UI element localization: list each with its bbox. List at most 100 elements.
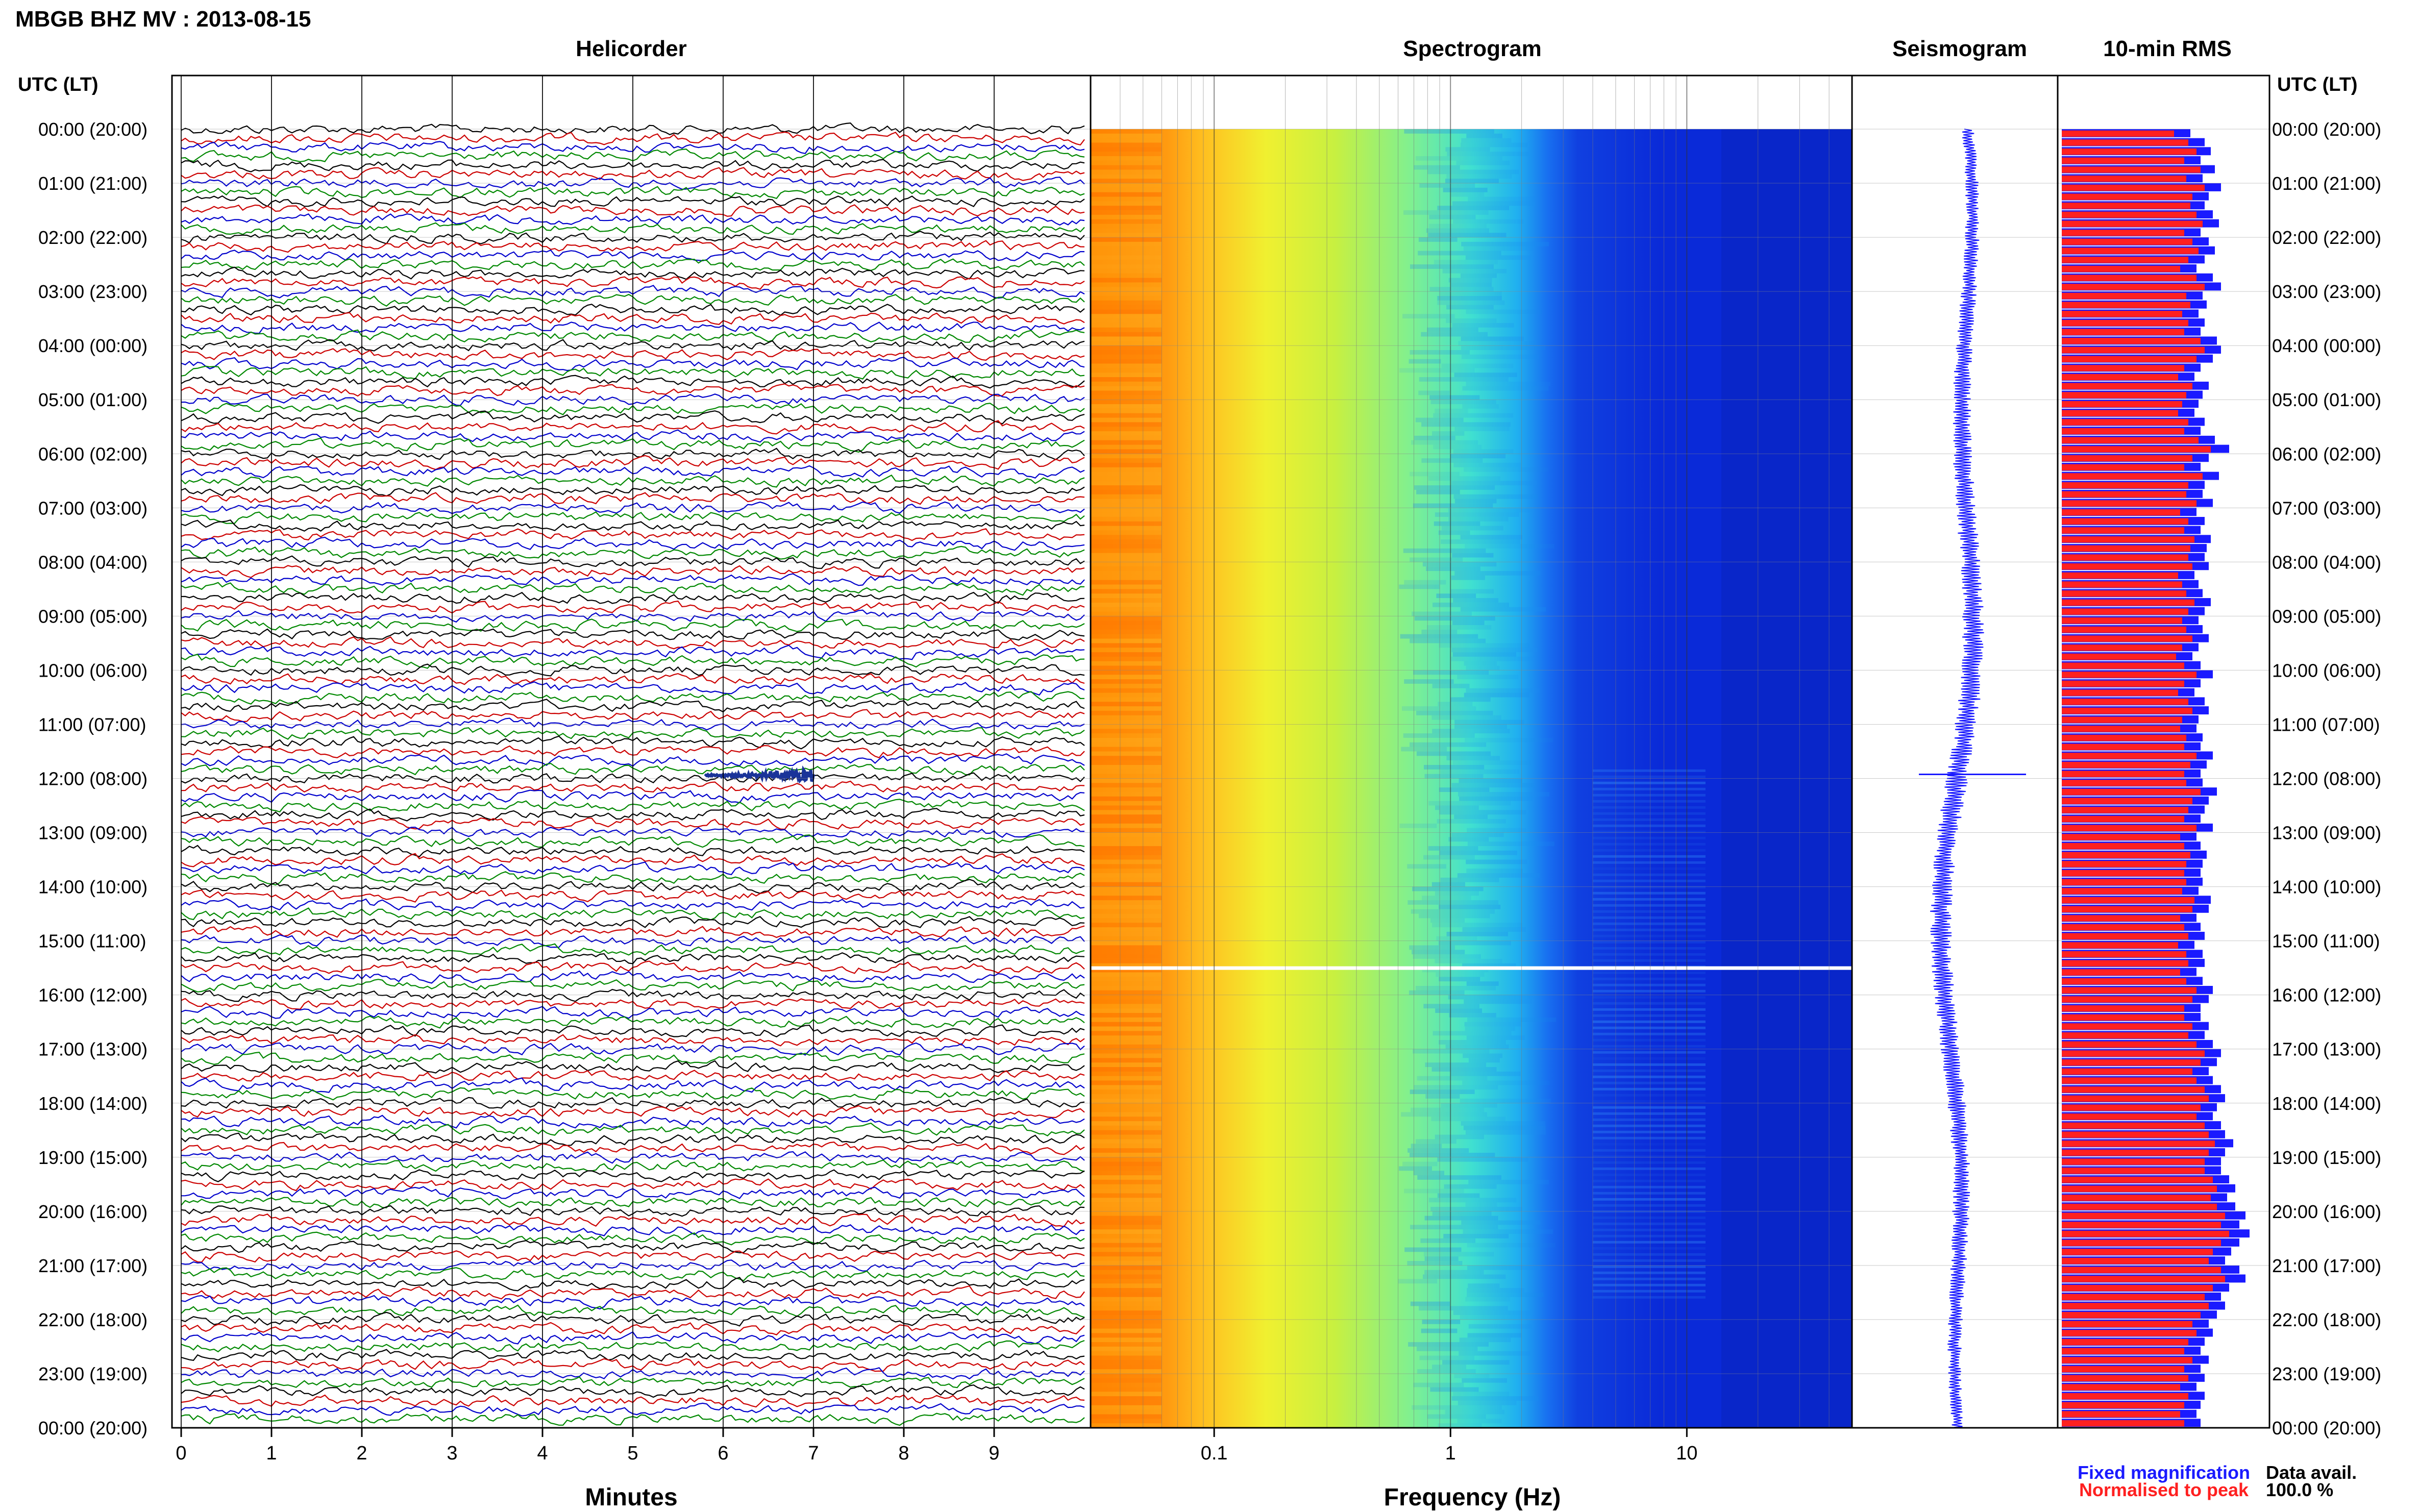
spectrogram-lowfreq-band — [1091, 165, 1162, 170]
spectrogram-speckle — [1440, 877, 1499, 882]
spectrogram-lowfreq-band — [1091, 968, 1162, 973]
spectrogram-lowfreq-band — [1091, 1279, 1162, 1284]
spectrogram-speckle — [1468, 1283, 1500, 1288]
spectrogram-noise-streak — [1593, 1094, 1706, 1097]
spectrogram-lowfreq-band — [1091, 954, 1162, 959]
spectrogram-noise-streak — [1593, 855, 1706, 858]
rms-bar-normalised — [2062, 148, 2196, 155]
spectrogram-speckle — [1418, 237, 1458, 242]
spectrogram-lowfreq-band — [1091, 1144, 1162, 1149]
spectrogram-lowfreq-band — [1091, 886, 1162, 891]
seismogram-trace — [1930, 129, 1984, 1428]
spectrogram-speckle — [1401, 1112, 1487, 1117]
spectrogram-lowfreq-band — [1091, 386, 1162, 391]
spectrogram-speckle — [1428, 476, 1500, 481]
rms-bar-normalised — [2062, 292, 2186, 300]
spectrogram-noise-streak — [1593, 983, 1706, 986]
spectrogram-lowfreq-band — [1091, 1409, 1162, 1415]
spectrogram-lowfreq-band — [1091, 300, 1162, 305]
rms-bar-normalised — [2062, 238, 2192, 245]
data-avail-label: Data avail. — [2266, 1462, 2357, 1483]
spectrogram-lowfreq-band — [1091, 183, 1162, 188]
spectrogram-speckle — [1422, 1319, 1461, 1324]
spectrogram-speckle — [1424, 1270, 1484, 1275]
spectrogram-noise-streak — [1593, 867, 1706, 870]
rms-bar-normalised — [2062, 1276, 2225, 1282]
spectrogram-lowfreq-band — [1091, 390, 1162, 395]
spectrogram-lowfreq-band — [1091, 494, 1162, 499]
spectrogram-speckle — [1411, 1107, 1485, 1112]
spectrogram-lowfreq-band — [1091, 1261, 1162, 1266]
spectrogram-speckle — [1445, 179, 1499, 183]
spectrogram-lowfreq-band — [1091, 1315, 1162, 1320]
spectrogram-lowfreq-band — [1091, 1319, 1162, 1324]
spectrogram-speckle — [1409, 990, 1465, 995]
rms-bar-normalised — [2062, 1348, 2184, 1354]
spectrogram-speckle — [1465, 1026, 1516, 1031]
spectrogram-speckle — [1465, 1130, 1546, 1135]
helicorder-xtick-label: 5 — [627, 1443, 638, 1464]
time-label-left: 16:00 (12:00) — [38, 985, 147, 1006]
rms-bar-normalised — [2062, 1113, 2196, 1120]
spectrogram-lowfreq-band — [1091, 1117, 1162, 1122]
spectrogram-speckle — [1460, 1098, 1551, 1103]
time-label-right: 22:00 (18:00) — [2272, 1309, 2381, 1330]
spectrogram-lowfreq-band — [1091, 192, 1162, 197]
time-label-left: 00:00 (20:00) — [38, 1418, 147, 1439]
time-label-right: 05:00 (01:00) — [2272, 389, 2381, 410]
spectrogram-lowfreq-band — [1091, 706, 1162, 711]
spectrogram-lowfreq-band — [1091, 1378, 1162, 1383]
spectrogram-lowfreq-band — [1091, 489, 1162, 494]
rms-bar-normalised — [2062, 356, 2196, 362]
spectrogram-lowfreq-band — [1091, 774, 1162, 779]
spectrogram-lowfreq-band — [1091, 1107, 1162, 1112]
spectrogram-lowfreq-band — [1091, 1062, 1162, 1067]
spectrogram-lowfreq-band — [1091, 1008, 1162, 1013]
rms-bar-normalised — [2062, 1339, 2188, 1346]
spectrogram-speckle — [1467, 1333, 1521, 1338]
spectrogram-xtick-label: 1 — [1445, 1443, 1456, 1464]
rms-bar-normalised — [2062, 455, 2192, 462]
spectrogram-noise-streak — [1593, 1106, 1706, 1109]
rms-bar-normalised — [2062, 680, 2184, 687]
spectrogram-speckle — [1428, 1198, 1517, 1203]
spectrogram-speckle — [1437, 1157, 1528, 1162]
spectrogram-speckle — [1431, 1067, 1497, 1072]
rms-bar-normalised — [2062, 1168, 2205, 1174]
spectrogram-speckle — [1404, 1188, 1464, 1194]
spectrogram-speckle — [1466, 869, 1523, 873]
rms-bar-normalised — [2062, 572, 2178, 579]
rms-bar-normalised — [2062, 753, 2196, 759]
spectrogram-speckle — [1456, 160, 1510, 165]
spectrogram-speckle — [1410, 264, 1494, 269]
spectrogram-noise-streak — [1593, 940, 1706, 944]
spectrogram-speckle — [1432, 1365, 1466, 1370]
spectrogram-speckle — [1466, 133, 1502, 138]
spectrogram-noise-streak — [1593, 1253, 1706, 1256]
spectrogram-speckle — [1414, 1085, 1498, 1090]
spectrogram-noise-streak — [1593, 1149, 1706, 1152]
spectrogram-speckle — [1453, 1392, 1510, 1397]
spectrogram-lowfreq-band — [1091, 656, 1162, 661]
spectrogram-lowfreq-band — [1091, 345, 1162, 350]
spectrogram-speckle — [1416, 710, 1493, 715]
rms-bar-normalised — [2062, 419, 2188, 426]
rms-bar-normalised — [2062, 771, 2184, 777]
spectrogram-speckle — [1433, 444, 1482, 450]
spectrogram-lowfreq-band — [1091, 1040, 1162, 1045]
spectrogram-lowfreq-band — [1091, 652, 1162, 657]
spectrogram-lowfreq-band — [1091, 255, 1162, 260]
spectrogram-noise-streak — [1593, 1075, 1706, 1078]
spectrogram-speckle — [1446, 756, 1500, 761]
spectrogram-speckle — [1416, 1346, 1478, 1351]
spectrogram-speckle — [1465, 738, 1553, 742]
spectrogram-speckle — [1450, 454, 1506, 459]
time-label-left: 18:00 (14:00) — [38, 1093, 147, 1114]
spectrogram-speckle — [1453, 1310, 1530, 1315]
spectrogram-lowfreq-band — [1091, 1220, 1162, 1225]
spectrogram-speckle — [1459, 778, 1522, 783]
spectrogram-speckle — [1410, 1225, 1498, 1230]
rms-bar-normalised — [2062, 536, 2194, 543]
spectrogram-speckle — [1419, 1355, 1475, 1360]
rms-bar-normalised — [2062, 1041, 2196, 1048]
